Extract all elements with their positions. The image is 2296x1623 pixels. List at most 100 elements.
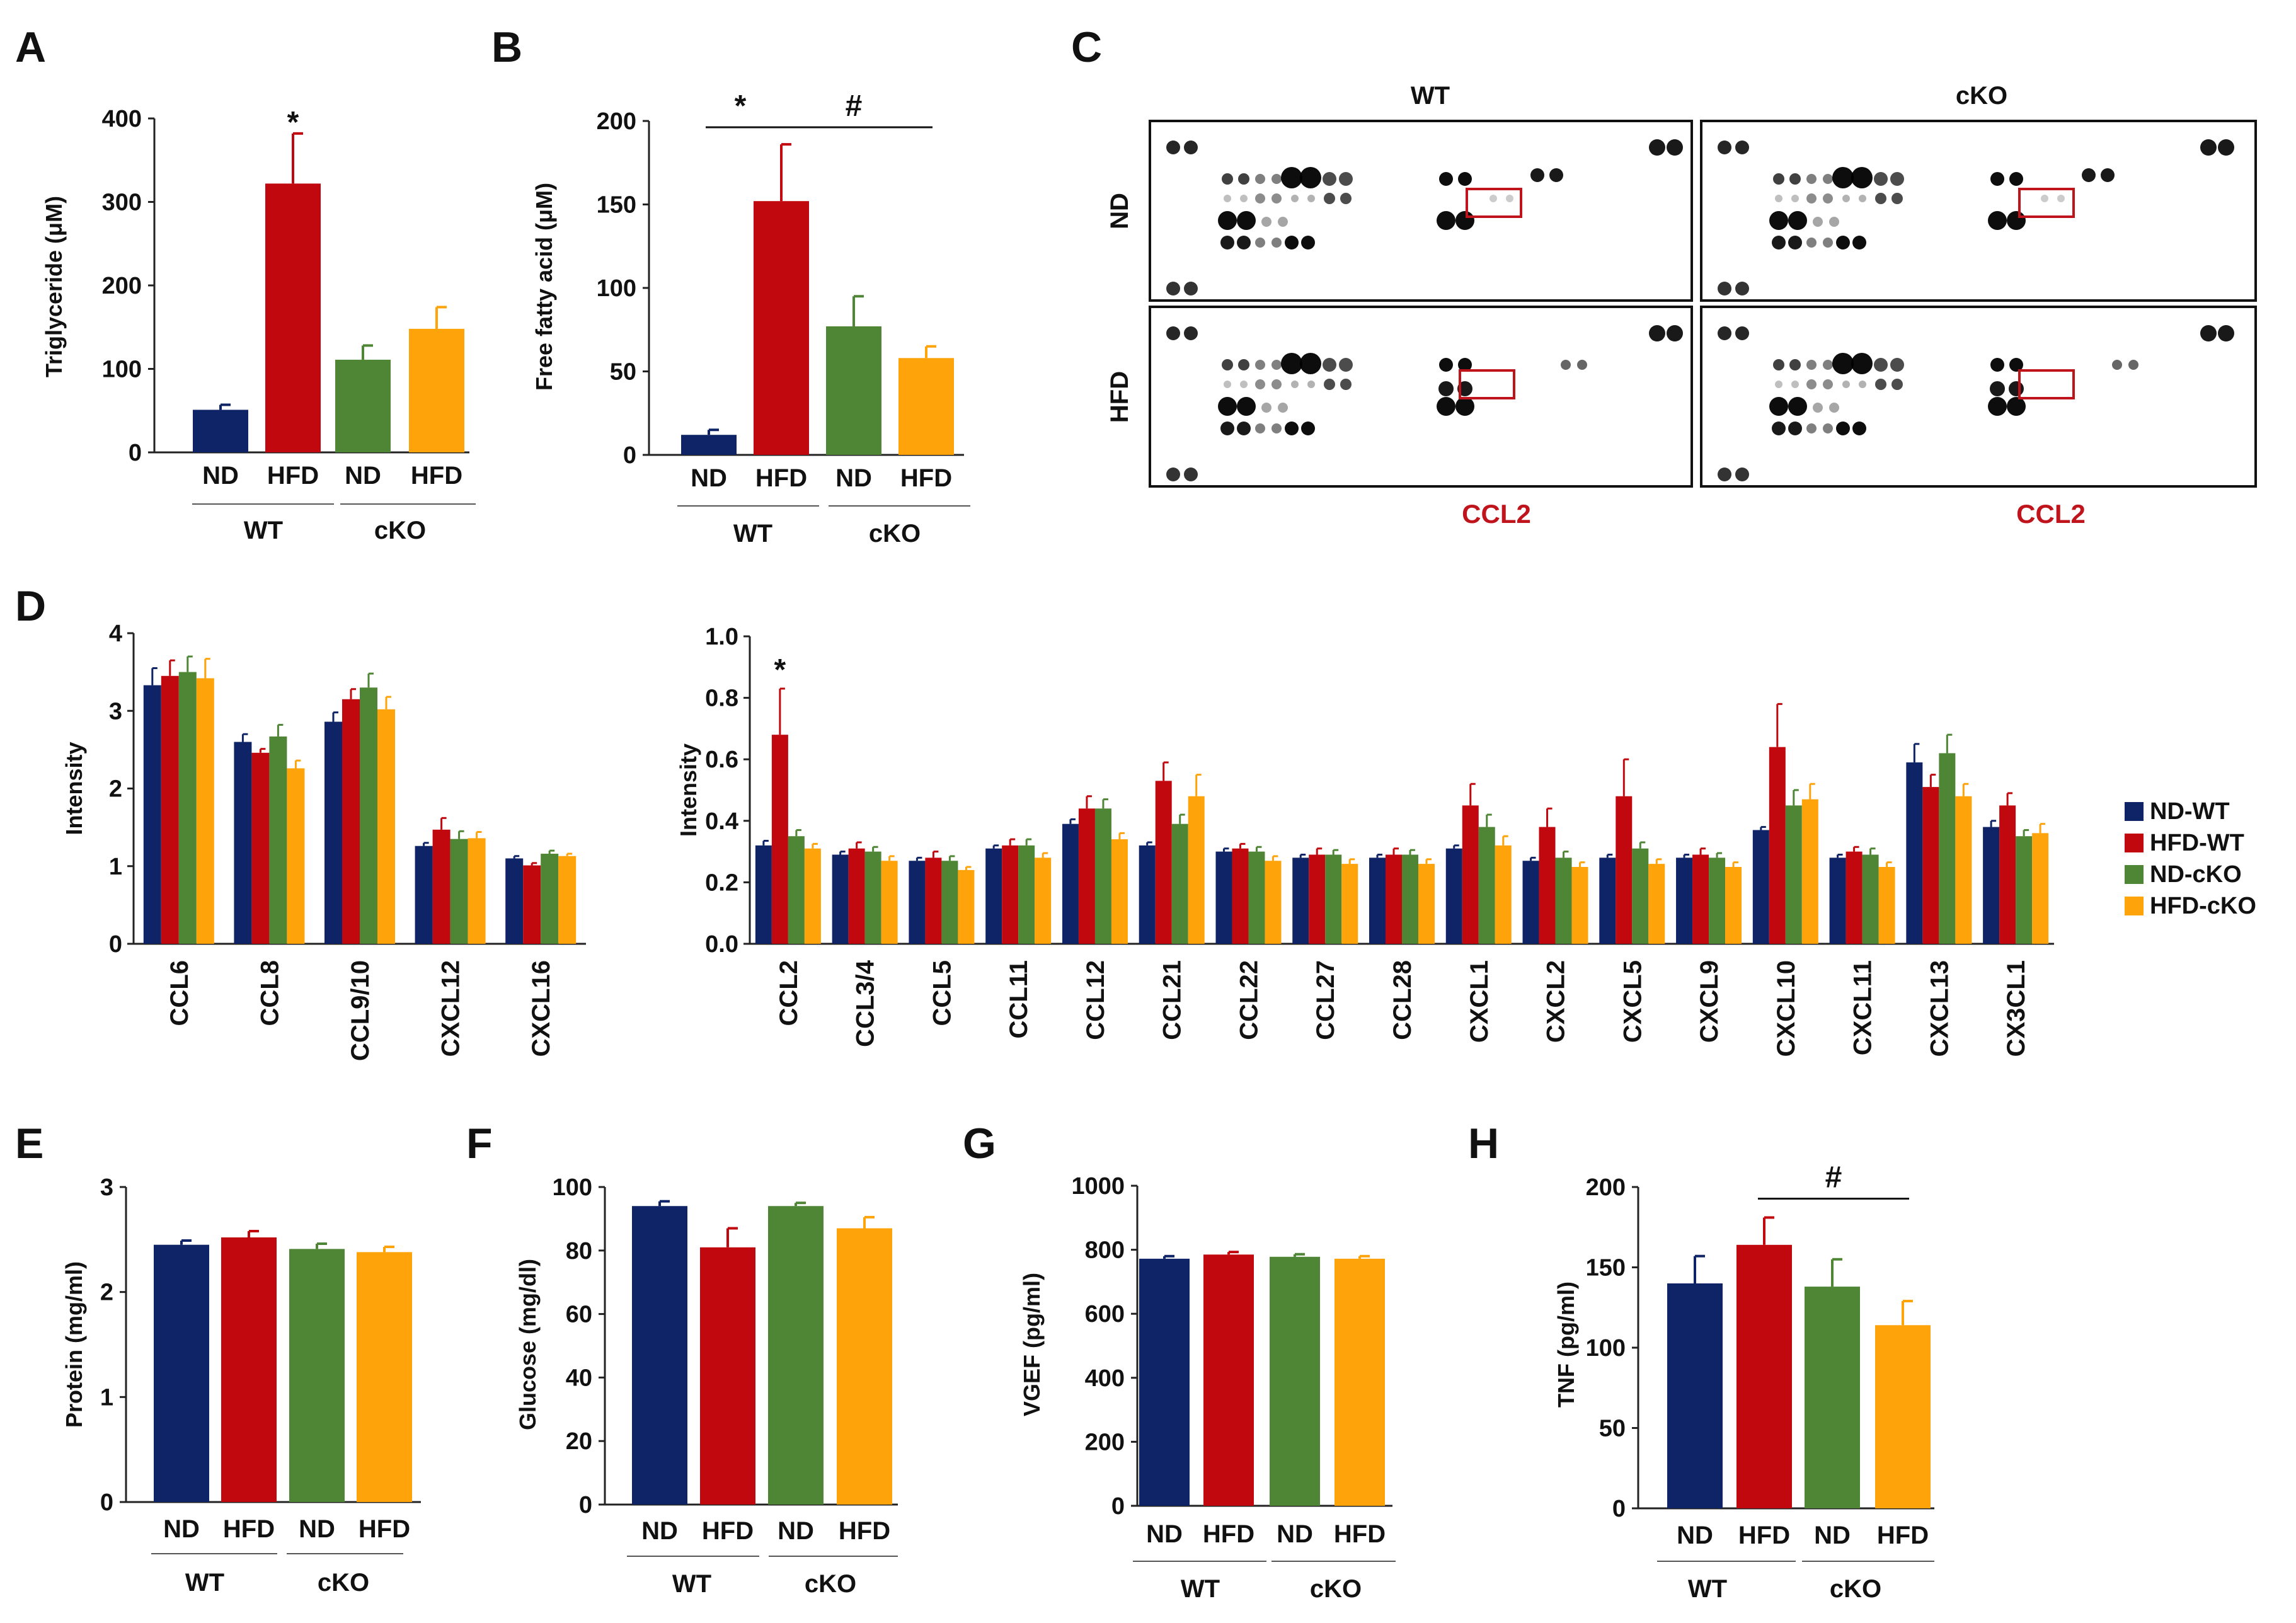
- bar: [143, 685, 161, 944]
- category-label: HFD: [755, 464, 807, 492]
- bar: [324, 721, 342, 944]
- chart-intensity-low: 0.0 0.2 0.4 0.6 0.8 1.0 Intensity CCL2 CCL3/4 CCL…: [675, 624, 2054, 1057]
- blot-spot: [1836, 236, 1850, 249]
- y-tick-label: 0: [100, 1489, 113, 1516]
- bar: [360, 687, 377, 944]
- y-tick-label: 1000: [1071, 1173, 1125, 1200]
- blot-spot: [2082, 168, 2096, 182]
- y-tick-label: 4: [109, 621, 122, 647]
- blot-spot: [1271, 174, 1282, 184]
- y-tick-label: 150: [1586, 1255, 1626, 1282]
- bar: [1478, 827, 1495, 944]
- blot-spot: [2007, 211, 2026, 230]
- category-label: CXCL5: [1619, 960, 1646, 1043]
- blot-spot: [1718, 467, 1731, 481]
- blot-spot: [1735, 467, 1749, 481]
- bar: [1035, 857, 1052, 944]
- bar: [178, 672, 197, 944]
- category-label: CCL12: [1082, 960, 1110, 1040]
- blot-spot: [1255, 360, 1265, 370]
- panel-letter-a: A: [15, 23, 46, 71]
- category-label: HFD: [702, 1517, 754, 1545]
- blot-spot: [1890, 172, 1904, 186]
- group-label: WT: [733, 520, 772, 548]
- blot-spot: [1806, 379, 1817, 389]
- bar: [541, 854, 559, 944]
- blot-spot: [1773, 359, 1784, 370]
- blot-spot: [1184, 282, 1198, 295]
- significance-mark: *: [287, 106, 299, 139]
- bar: [1078, 808, 1095, 944]
- blot-spot: [1437, 211, 1455, 230]
- blot-spot: [1823, 193, 1833, 204]
- category-label: HFD: [839, 1517, 890, 1545]
- bar: [1369, 857, 1386, 944]
- category-label: ND: [345, 462, 381, 490]
- category-label: CXCL10: [1772, 960, 1800, 1057]
- blot-spot: [1237, 211, 1256, 230]
- category-label: ND: [1814, 1522, 1851, 1549]
- y-axis-label: Triglyceride (μM): [41, 196, 67, 377]
- chart-vgef: 0 200 400 600 800 1000 VGEF (pg/ml) ND HFD ND HFD W…: [1019, 1173, 1396, 1603]
- y-tick-label: 0.2: [705, 869, 738, 896]
- bar: [1939, 753, 1956, 944]
- blot-spot: [1718, 282, 1731, 295]
- blot-spot: [1240, 381, 1248, 388]
- legend-label-hfd-wt: HFD-WT: [2150, 830, 2244, 856]
- bar: [1248, 851, 1265, 944]
- y-axis-label: Intensity: [61, 742, 87, 835]
- y-tick-label: 20: [566, 1428, 592, 1455]
- y-tick-label: 100: [553, 1174, 592, 1201]
- bar: [1632, 848, 1649, 944]
- blot-spot: [1218, 211, 1237, 230]
- y-tick-label: 200: [1586, 1174, 1626, 1201]
- blot-spot: [2041, 195, 2048, 202]
- blot-spot: [1823, 174, 1833, 184]
- bar: [755, 845, 772, 944]
- bar: [1155, 781, 1172, 944]
- blot-spot: [1988, 397, 2007, 416]
- y-tick-label: 400: [102, 106, 142, 132]
- bar: [1878, 867, 1895, 944]
- blot-spot: [1667, 139, 1683, 156]
- blot-spot: [1438, 381, 1454, 396]
- blot-spot: [1561, 360, 1571, 370]
- blot-spot: [1875, 193, 1886, 204]
- blot-spot: [1769, 211, 1788, 230]
- category-label: HFD: [267, 462, 319, 490]
- blot-spot: [1458, 172, 1472, 186]
- blot-spot: [2218, 325, 2234, 341]
- blot-spot: [1813, 217, 1823, 227]
- chart-triglyceride: 0 100 200 300 400 Triglyceride (μM) ND HFD ND HFD…: [41, 106, 476, 544]
- y-tick-label: 2: [109, 776, 122, 803]
- blot-spot: [1829, 403, 1839, 413]
- bar: [450, 839, 468, 944]
- blot-spot: [2057, 195, 2065, 202]
- y-tick-label: 3: [109, 698, 122, 725]
- category-label: HFD: [223, 1515, 275, 1543]
- blot-spot: [1823, 360, 1833, 370]
- blot-spot: [1851, 353, 1873, 374]
- y-axis-label: Protein (mg/ml): [61, 1261, 87, 1428]
- bar: [2016, 836, 2033, 944]
- category-label: CXCL2: [1542, 960, 1570, 1043]
- blot-spot: [1184, 141, 1198, 154]
- category-label: ND: [1677, 1522, 1713, 1549]
- chart-glucose: 0 20 40 60 80 100 Glucose (mg/dl) ND HFD ND HFD WT c…: [515, 1174, 898, 1598]
- bar: [754, 201, 809, 455]
- blot-spot: [1735, 326, 1749, 340]
- bar: [1785, 805, 1802, 944]
- y-tick-label: 400: [1085, 1365, 1125, 1392]
- blot-spot: [1224, 195, 1231, 202]
- y-tick-label: 0.4: [705, 808, 738, 835]
- blot-spot: [1852, 422, 1866, 435]
- bar: [985, 848, 1002, 944]
- bar: [1265, 861, 1282, 944]
- category-label: CCL27: [1312, 960, 1340, 1040]
- bar: [1462, 805, 1479, 944]
- y-tick-label: 1: [109, 854, 122, 880]
- blot-spot: [1455, 397, 1474, 416]
- blot-highlight-box: [2018, 188, 2075, 218]
- category-label: CCL28: [1389, 960, 1416, 1040]
